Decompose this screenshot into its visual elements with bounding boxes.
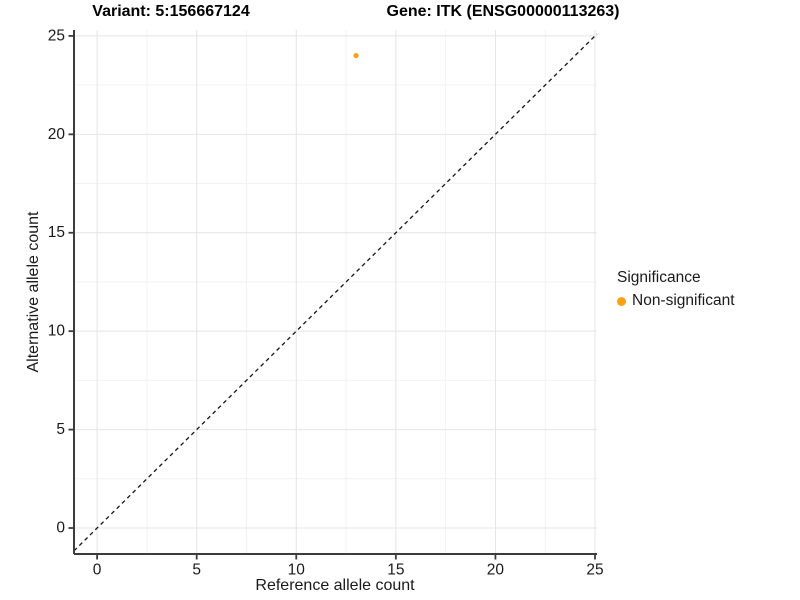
data-point: [353, 52, 359, 59]
legend-item-label: Non-significant: [632, 292, 735, 309]
legend-point-icon: [617, 296, 626, 306]
y-tick-label: 20: [48, 126, 66, 143]
y-tick-label: 10: [48, 323, 66, 340]
y-tick-label: 15: [48, 224, 65, 241]
gene-title: Gene: ITK (ENSG00000113263): [386, 3, 620, 20]
identity-line: [73, 33, 598, 552]
x-tick-label: 10: [288, 561, 306, 578]
legend-title: Significance: [617, 269, 701, 286]
x-tick-label: 15: [387, 561, 404, 578]
y-tick-label: 0: [56, 520, 65, 537]
x-axis-title: Reference allele count: [255, 577, 415, 594]
legend: Significance Non-significant: [617, 269, 787, 310]
variant-title: Variant: 5:156667124: [92, 3, 250, 20]
x-tick-label: 25: [586, 561, 603, 578]
x-tick-label: 0: [93, 561, 102, 578]
y-tick-label: 5: [56, 421, 65, 438]
x-tick-label: 20: [487, 561, 505, 578]
y-tick-label: 25: [48, 27, 65, 44]
x-tick-label: 5: [192, 561, 201, 578]
y-axis-title: Alternative allele count: [25, 211, 42, 373]
legend-item-nonsignificant: Non-significant: [617, 292, 787, 310]
